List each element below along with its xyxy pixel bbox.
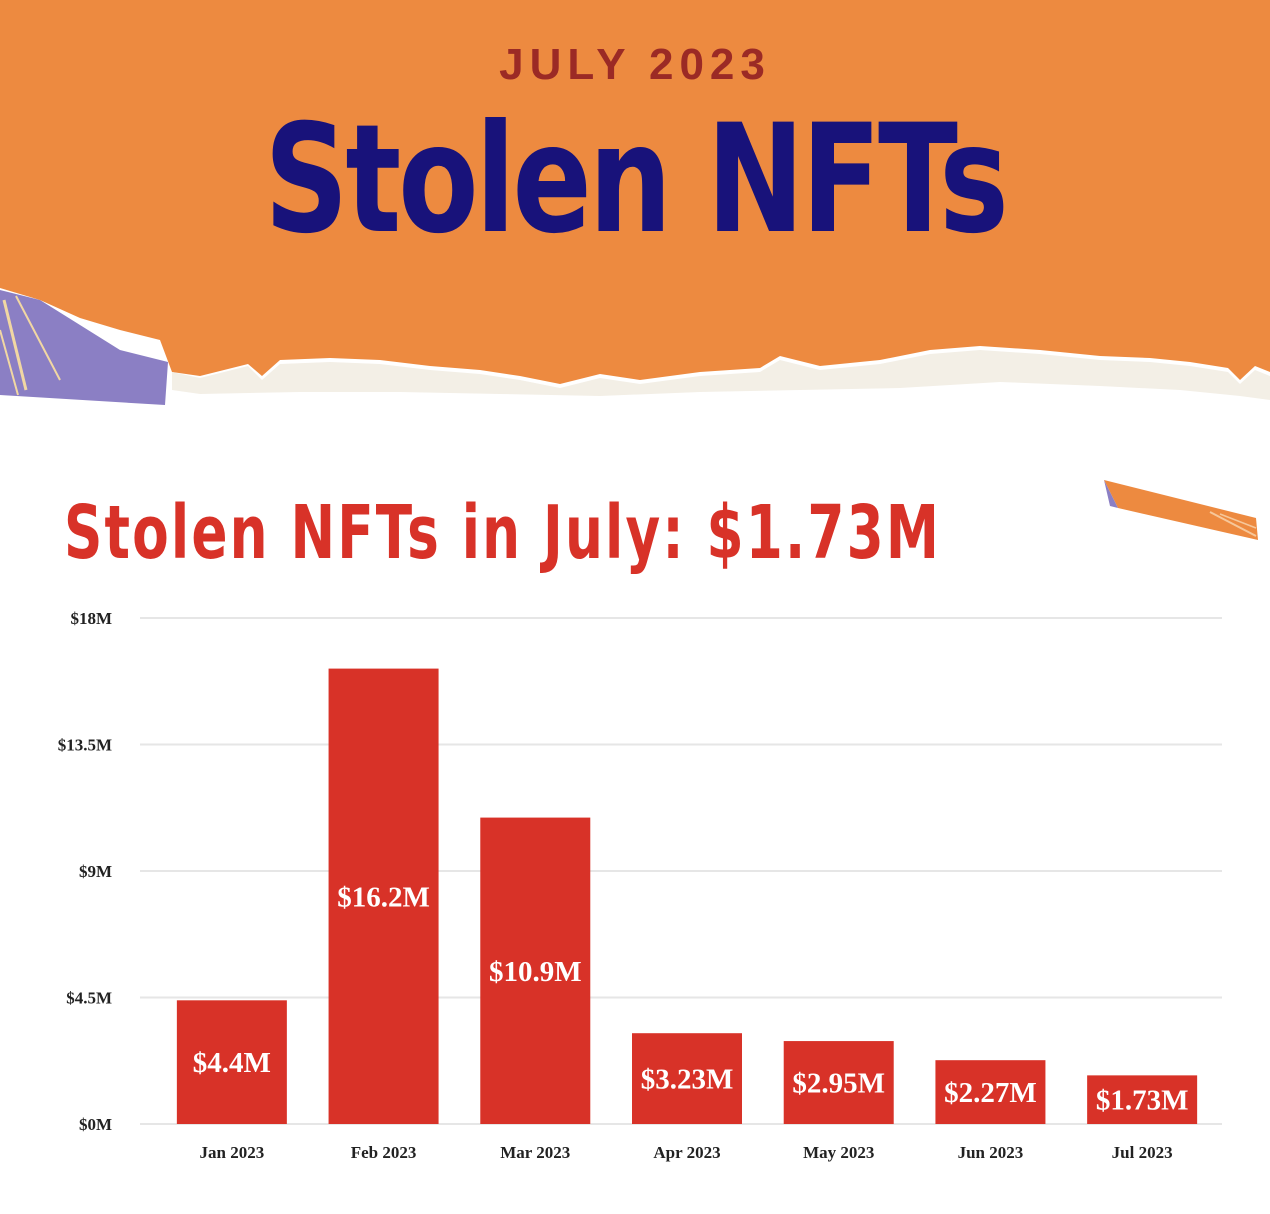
x-tick-label: Jul 2023 bbox=[1112, 1143, 1173, 1162]
x-tick-label: Jan 2023 bbox=[199, 1143, 264, 1162]
y-tick-label: $4.5M bbox=[66, 989, 112, 1008]
bar-value-label: $4.4M bbox=[193, 1047, 271, 1079]
bar bbox=[1087, 1075, 1198, 1124]
bar-chart: $0M$4.5M$9M$13.5M$18M $4.4M$16.2M$10.9M$… bbox=[58, 609, 1222, 1162]
header-banner: JULY 2023 Stolen NFTs bbox=[0, 0, 1270, 420]
x-tick-label: Feb 2023 bbox=[351, 1143, 417, 1162]
report-month: JULY 2023 bbox=[499, 40, 771, 89]
page-title: Stolen NFTs bbox=[264, 93, 1009, 267]
bar-value-label: $10.9M bbox=[489, 956, 582, 988]
bar bbox=[632, 1033, 742, 1124]
y-tick-label: $18M bbox=[70, 609, 112, 628]
bar bbox=[328, 668, 439, 1124]
decorative-strip bbox=[1104, 480, 1258, 540]
bars: $4.4M $16.2M $10.9M $3.23M $2.95M $2.27M $1.73… bbox=[176, 668, 1198, 1124]
x-tick-label: Jun 2023 bbox=[958, 1143, 1024, 1162]
bar-value-label: $16.2M bbox=[337, 881, 430, 913]
y-tick-label: $9M bbox=[79, 862, 112, 881]
bar-value-label: $2.95M bbox=[792, 1068, 885, 1100]
x-tick-label: May 2023 bbox=[803, 1143, 874, 1162]
y-tick-label: $0M bbox=[79, 1115, 112, 1134]
bar-value-label: $2.27M bbox=[944, 1077, 1037, 1109]
bar-value-label: $3.23M bbox=[641, 1064, 734, 1096]
bar bbox=[935, 1060, 1046, 1124]
chart-headline: Stolen NFTs in July: $1.73M bbox=[64, 490, 942, 576]
bar bbox=[480, 817, 591, 1124]
y-tick-label: $13.5M bbox=[58, 736, 112, 755]
bar bbox=[176, 1000, 287, 1124]
banner-background bbox=[0, 0, 1270, 405]
gridlines bbox=[140, 617, 1222, 1125]
x-tick-label: Mar 2023 bbox=[500, 1143, 570, 1162]
x-axis-ticks: Jan 2023 Feb 2023 Mar 2023 Apr 2023 May 2023… bbox=[199, 1143, 1172, 1162]
y-axis-ticks: $0M $4.5M $9M $13.5M $18M bbox=[58, 609, 112, 1134]
bar-value-label: $1.73M bbox=[1096, 1085, 1189, 1117]
bar bbox=[783, 1041, 894, 1124]
x-tick-label: Apr 2023 bbox=[653, 1143, 720, 1162]
